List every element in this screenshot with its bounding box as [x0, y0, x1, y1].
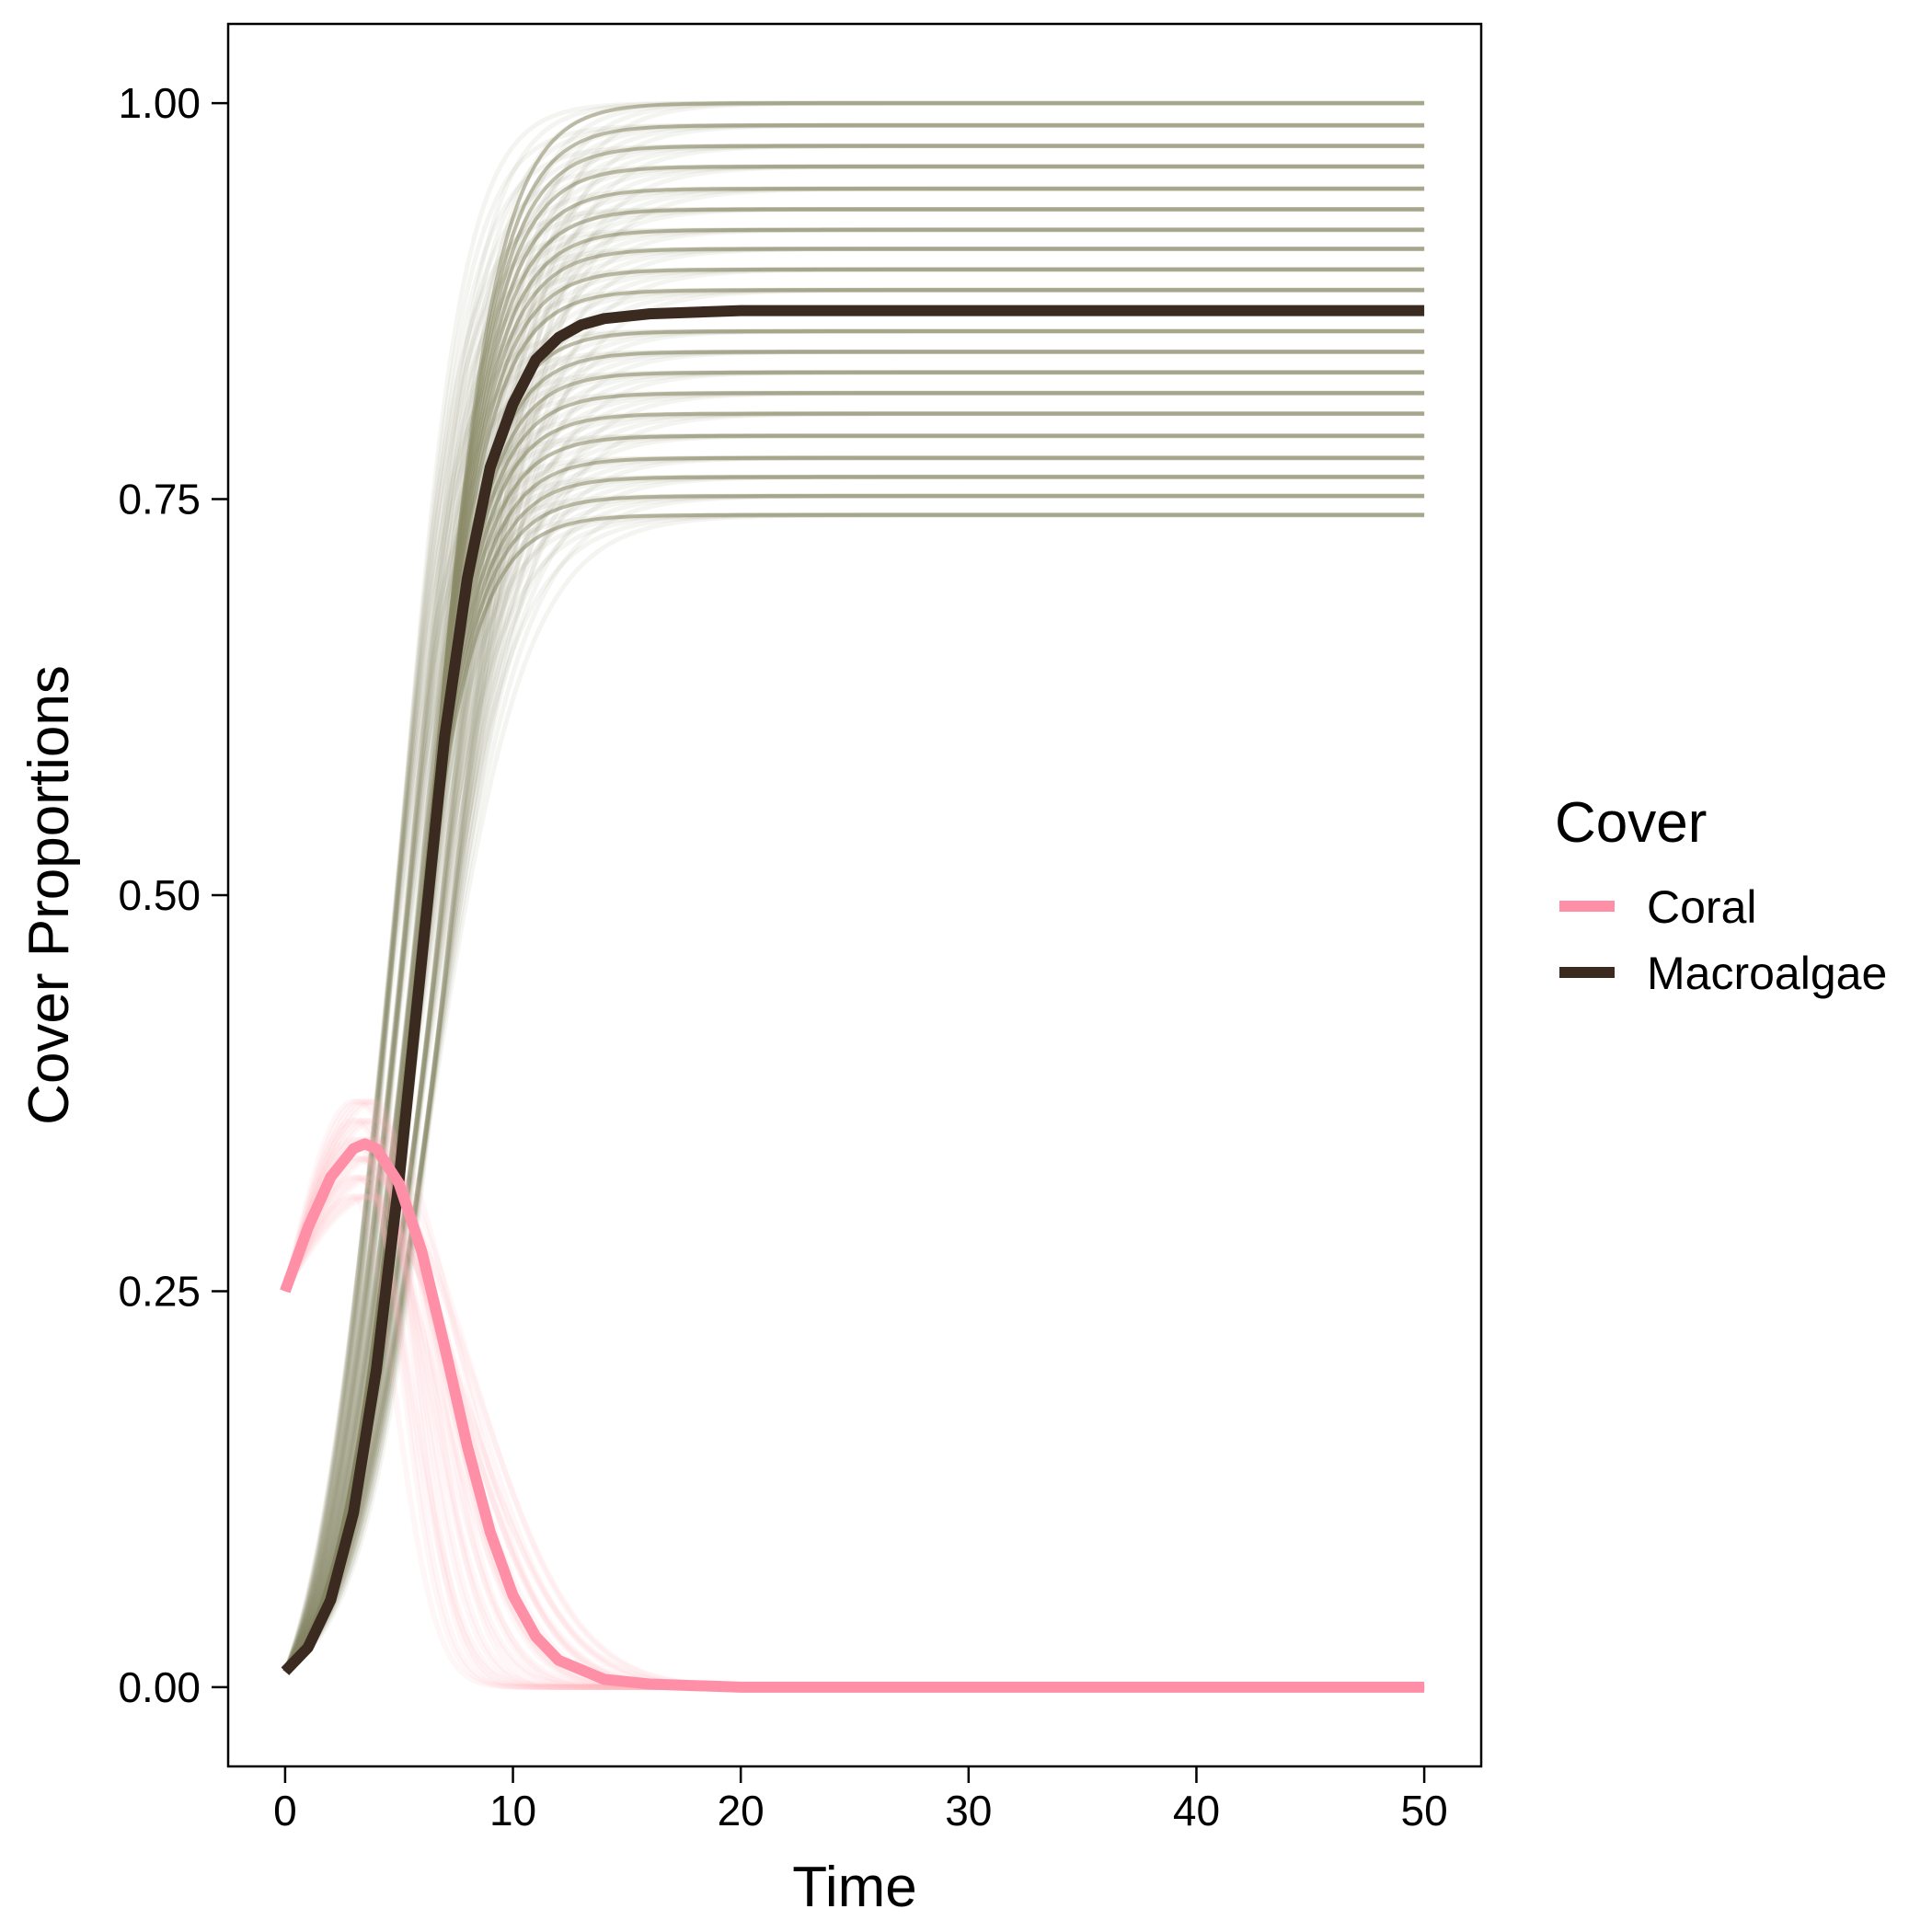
- uncertainty-bands: [282, 100, 1425, 1690]
- macroalgae-ensemble-line: [283, 267, 1425, 1673]
- legend: Cover Coral Macroalgae: [1555, 791, 1887, 999]
- y-tick-label: 0.00: [118, 1663, 201, 1711]
- macroalgae-ensemble-line: [283, 512, 1425, 1673]
- y-axis-title: Cover Proportions: [17, 665, 81, 1125]
- x-tick-label: 10: [489, 1787, 536, 1834]
- legend-label-macroalgae: Macroalgae: [1647, 948, 1887, 999]
- x-tick-label: 30: [945, 1787, 992, 1834]
- macroalgae-ensemble-line: [283, 455, 1425, 1673]
- macroalgae-ensemble-line: [283, 494, 1425, 1673]
- series-line-macroalgae: [281, 305, 1425, 1675]
- y-tick-label: 0.25: [118, 1267, 201, 1315]
- y-tick-label: 0.75: [118, 476, 201, 523]
- x-tick-label: 40: [1173, 1787, 1220, 1834]
- legend-title: Cover: [1555, 791, 1707, 855]
- macroalgae-ensemble-line: [283, 411, 1425, 1673]
- x-tick-label: 0: [273, 1787, 297, 1834]
- legend-label-coral: Coral: [1647, 881, 1756, 933]
- x-axis-title: Time: [792, 1856, 916, 1919]
- macroalgae-ensemble-line: [283, 475, 1425, 1673]
- macroalgae-ensemble-line: [283, 101, 1425, 1673]
- y-tick-label: 0.50: [118, 871, 201, 919]
- x-tick-label: 20: [718, 1787, 765, 1834]
- macroalgae-ensemble-line: [283, 288, 1425, 1673]
- y-tick-label: 1.00: [118, 79, 201, 127]
- series-lines: [280, 305, 1425, 1693]
- series-line-coral: [280, 1138, 1425, 1693]
- x-tick-label: 50: [1401, 1787, 1448, 1834]
- x-axis: 0 10 20 30 40 50: [273, 1766, 1448, 1834]
- y-axis: 0.00 0.25 0.50 0.75 1.00: [118, 79, 228, 1711]
- macroalgae-ensemble-line: [283, 433, 1425, 1673]
